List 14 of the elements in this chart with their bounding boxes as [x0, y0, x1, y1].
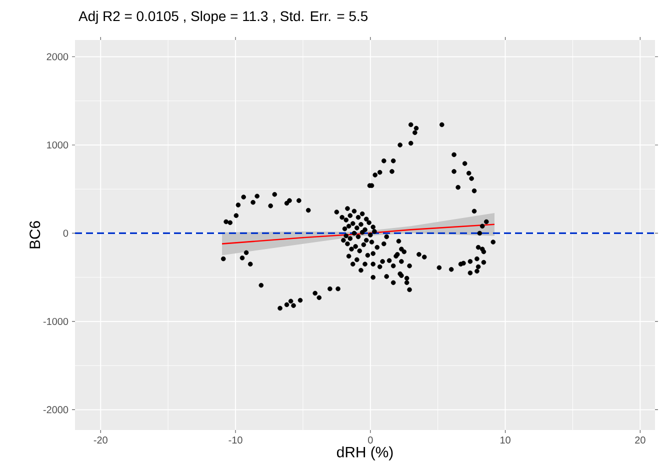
y-tick-label: 2000	[46, 53, 68, 60]
y-axis-title: BC6	[30, 221, 40, 248]
y-tick-label: -2000	[43, 406, 68, 414]
line-series	[221, 224, 496, 244]
x-tick-label: -20	[94, 436, 108, 444]
x-tick-label: 20	[635, 436, 646, 444]
y-tick-label: -1000	[43, 318, 68, 325]
x-axis-title: dRH (%)	[336, 446, 393, 460]
y-tick-label: 1000	[47, 141, 68, 149]
x-tick-label: 0	[368, 436, 373, 444]
x-tick-label: 10	[500, 436, 510, 444]
y-tick-label: 0	[63, 230, 68, 237]
chart-title: Adj R2 = 0.0105 , Slope = 11.3 , Std. Err. = 5.5	[78, 10, 368, 24]
x-tick-label: -10	[228, 436, 242, 444]
